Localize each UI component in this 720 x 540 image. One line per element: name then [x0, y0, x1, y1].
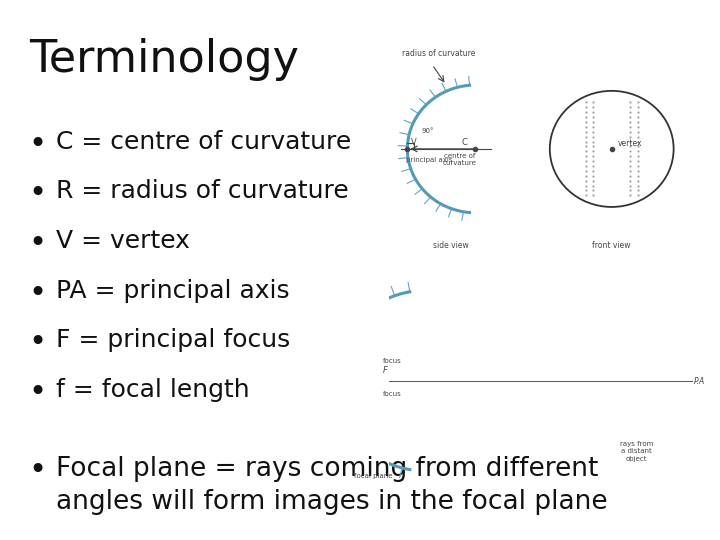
Text: •: • — [29, 279, 47, 308]
Text: 90°: 90° — [421, 128, 434, 134]
Text: focus: focus — [383, 357, 402, 363]
Text: R = radius of curvature: R = radius of curvature — [56, 179, 349, 203]
Text: •: • — [29, 179, 47, 208]
Text: focal plane: focal plane — [354, 474, 392, 480]
Text: •: • — [29, 130, 47, 159]
Text: PA = principal axis: PA = principal axis — [56, 279, 289, 302]
Text: front view: front view — [593, 241, 631, 249]
Text: Focal plane = rays coming from different
angles will form images in the focal pl: Focal plane = rays coming from different… — [56, 456, 608, 515]
Text: radius of curvature: radius of curvature — [402, 49, 475, 58]
Text: V = vertex: V = vertex — [56, 229, 190, 253]
Text: •: • — [29, 229, 47, 258]
Text: F = principal focus: F = principal focus — [56, 328, 290, 352]
Text: rays from
a distant
object: rays from a distant object — [620, 441, 653, 462]
Text: •: • — [29, 328, 47, 357]
Text: principal axis: principal axis — [406, 157, 452, 163]
Text: F: F — [383, 366, 388, 375]
Text: vertex: vertex — [618, 139, 642, 148]
Text: P.A: P.A — [694, 377, 705, 386]
Text: centre of
curvature: centre of curvature — [443, 153, 477, 166]
Text: f = focal length: f = focal length — [56, 378, 250, 402]
Text: C = centre of curvature: C = centre of curvature — [56, 130, 351, 153]
Text: V: V — [411, 138, 417, 146]
Text: side view: side view — [433, 241, 469, 249]
Text: •: • — [29, 378, 47, 407]
Text: C: C — [462, 138, 467, 146]
Text: •: • — [29, 456, 47, 485]
Text: focus: focus — [383, 391, 402, 397]
Text: Terminology: Terminology — [29, 38, 299, 81]
